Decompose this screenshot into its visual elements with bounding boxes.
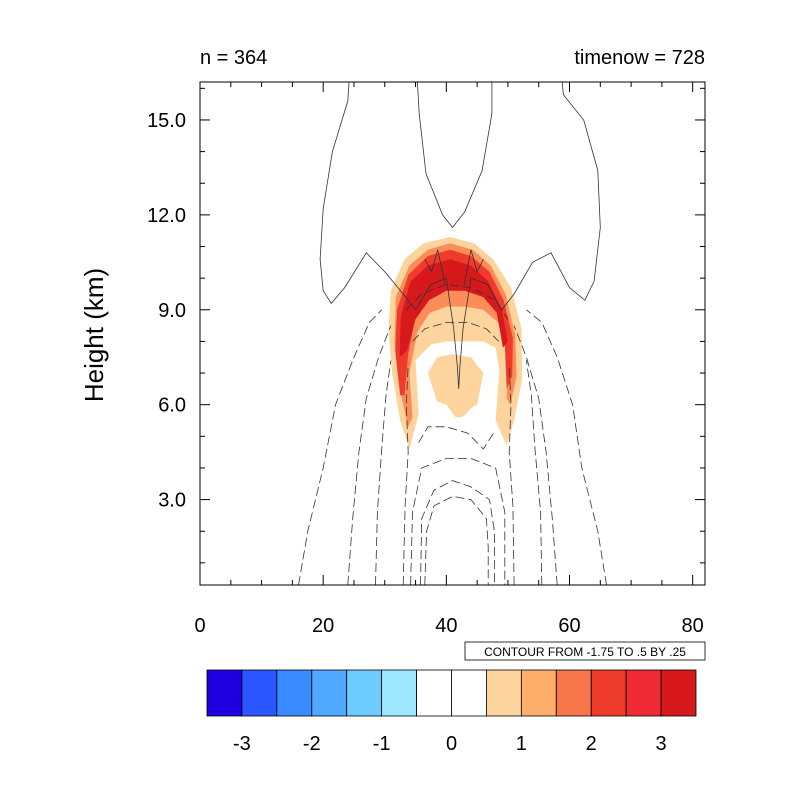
colorbar — [206, 669, 697, 717]
x-tick-label: 80 — [682, 615, 704, 637]
colorbar-box — [381, 669, 417, 717]
x-tick-label: 60 — [558, 615, 580, 637]
colorbar-label: 1 — [516, 733, 527, 755]
y-tick-label: 3.0 — [158, 490, 186, 512]
fill-region-peak — [399, 259, 508, 358]
solid-contour-1 — [417, 81, 493, 229]
colorbar-label: 3 — [656, 733, 667, 755]
colorbar-box — [590, 669, 627, 717]
dashed-contour-1 — [526, 309, 607, 586]
colorbar-box — [276, 669, 313, 717]
dashed-contour-10 — [424, 495, 489, 586]
filled-contours — [388, 237, 523, 449]
dashed-contour-11 — [418, 426, 496, 450]
x-tick-label: 20 — [312, 615, 334, 637]
contour-info-text: CONTOUR FROM -1.75 TO .5 BY .25 — [484, 645, 686, 659]
dashed-contour-4 — [375, 360, 392, 586]
dashed-contour-12 — [412, 322, 499, 342]
dashed-contour-5 — [526, 360, 543, 586]
y-tick-label: 12.0 — [147, 205, 186, 227]
dashed-contour-0 — [298, 309, 382, 586]
colorbar-label: -3 — [233, 733, 251, 755]
dashed-contour-13 — [406, 284, 509, 320]
tick-labels: 0 20 40 60 80 3.0 6.0 9.0 12.0 15.0 — [147, 110, 704, 637]
colorbar-box — [311, 669, 348, 717]
colorbar-label: 0 — [446, 733, 457, 755]
colorbar-label: -2 — [303, 733, 321, 755]
colorbar-labels: -3 -2 -1 0 1 2 3 — [233, 733, 667, 755]
colorbar-box — [486, 669, 522, 717]
plot-frame — [199, 81, 706, 586]
colorbar-box — [346, 669, 383, 717]
y-tick-label: 9.0 — [158, 300, 186, 322]
dashed-contour-8 — [410, 458, 506, 586]
dashed-contour-9 — [420, 480, 495, 586]
colorbar-box — [241, 669, 278, 717]
colorbar-label: 2 — [586, 733, 597, 755]
x-tick-label: 0 — [194, 615, 205, 637]
colorbar-box — [451, 669, 487, 717]
contour-info-box — [464, 641, 706, 661]
dashed-contour-6 — [402, 363, 409, 586]
y-axis-label: Height (km) — [79, 268, 109, 402]
dashed-contour-3 — [513, 325, 558, 586]
colorbar-box — [660, 669, 697, 717]
solid-contour-3 — [463, 249, 484, 285]
colorbar-box — [625, 669, 662, 717]
colorbar-box — [520, 669, 557, 717]
x-tick-label: 40 — [435, 615, 457, 637]
y-tick-label: 6.0 — [158, 395, 186, 417]
solid-contour-0 — [319, 81, 601, 389]
axis-ticks — [199, 82, 705, 585]
title-left: n = 364 — [200, 47, 267, 69]
colorbar-box — [555, 669, 592, 717]
y-tick-label: 15.0 — [147, 110, 186, 132]
dashed-contour-2 — [347, 325, 392, 586]
colorbar-label: -1 — [373, 733, 391, 755]
colorbar-box — [206, 669, 243, 717]
contour-lines — [298, 81, 607, 586]
title-right: timenow = 728 — [574, 47, 705, 69]
colorbar-box — [416, 669, 452, 717]
fill-region-inner-outer — [427, 354, 484, 418]
solid-contour-2 — [424, 249, 446, 285]
dashed-contour-7 — [508, 363, 515, 586]
